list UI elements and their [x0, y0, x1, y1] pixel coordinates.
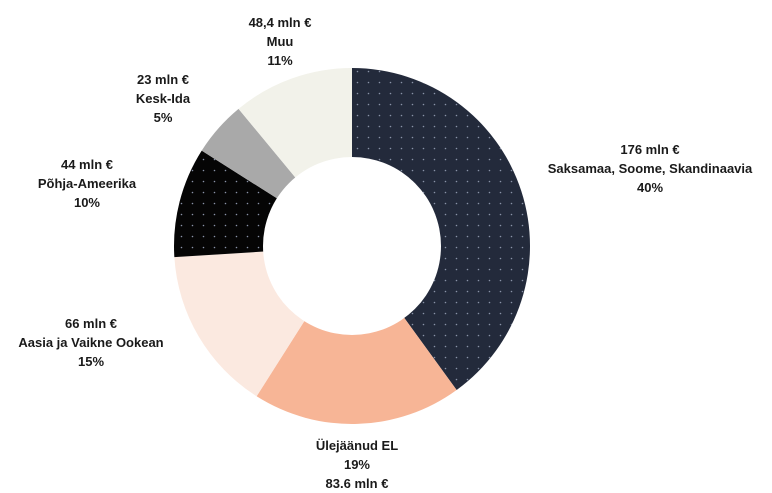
label-pohja-ameerika-percent: 10%: [73, 195, 101, 210]
label-muu-value: 48,4 mln €: [248, 15, 312, 30]
label-kesk-ida-name: Kesk-Ida: [135, 91, 191, 106]
label-aasia-value: 66 mln €: [64, 316, 118, 331]
label-saksamaa: 176 mln € Saksamaa, Soome, Skandinaavia …: [548, 140, 753, 197]
label-muu: 48,4 mln € Muu 11%: [249, 13, 312, 70]
label-muu-name: Muu: [266, 34, 294, 49]
label-ulejaanud-el-value: 83.6 mln €: [325, 476, 389, 491]
label-saksamaa-name: Saksamaa, Soome, Skandinaavia: [547, 161, 753, 176]
label-kesk-ida: 23 mln € Kesk-Ida 5%: [136, 70, 190, 127]
slice-saksamaa-pattern: [352, 68, 530, 391]
label-saksamaa-percent: 40%: [636, 180, 664, 195]
label-muu-percent: 11%: [267, 53, 293, 68]
label-pohja-ameerika: 44 mln € Põhja-Ameerika 10%: [38, 155, 136, 212]
label-pohja-ameerika-name: Põhja-Ameerika: [37, 176, 137, 191]
label-saksamaa-value: 176 mln €: [620, 142, 680, 157]
label-kesk-ida-percent: 5%: [153, 110, 173, 125]
donut-hole: [263, 157, 441, 335]
label-pohja-ameerika-value: 44 mln €: [60, 157, 114, 172]
label-aasia-percent: 15%: [77, 354, 105, 369]
label-ulejaanud-el: Ülejäänud EL 19% 83.6 mln €: [316, 436, 398, 493]
label-kesk-ida-value: 23 mln €: [136, 72, 190, 87]
label-ulejaanud-el-name: Ülejäänud EL: [315, 438, 399, 453]
label-aasia-name: Aasia ja Vaikne Ookean: [18, 335, 164, 350]
label-ulejaanud-el-percent: 19%: [343, 457, 371, 472]
label-aasia: 66 mln € Aasia ja Vaikne Ookean 15%: [18, 314, 163, 371]
slice-ulejaanud-el: [256, 246, 457, 424]
